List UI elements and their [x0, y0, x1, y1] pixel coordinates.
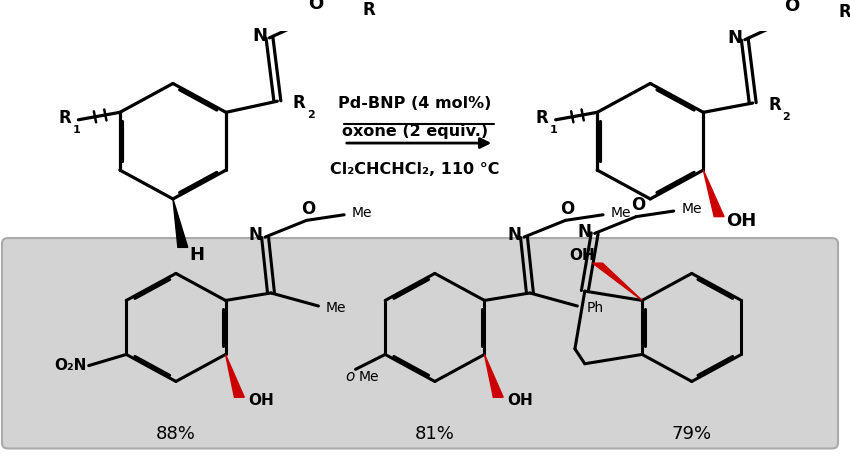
- Text: Me: Me: [326, 301, 347, 315]
- Text: R: R: [768, 96, 781, 114]
- Text: Cl₂CHCHCl₂, 110 °C: Cl₂CHCHCl₂, 110 °C: [331, 162, 500, 177]
- Text: Me: Me: [352, 206, 372, 220]
- Text: 2: 2: [307, 111, 314, 121]
- Text: N: N: [578, 222, 592, 241]
- Text: 1: 1: [72, 126, 80, 136]
- Text: Me: Me: [359, 370, 380, 384]
- Text: Me: Me: [682, 202, 702, 216]
- Text: N: N: [728, 29, 742, 47]
- Text: Me: Me: [610, 206, 631, 220]
- Text: O₂N: O₂N: [54, 358, 87, 373]
- Text: Pd-BNP (4 mol%): Pd-BNP (4 mol%): [338, 96, 492, 111]
- Text: OH: OH: [726, 212, 756, 230]
- Text: N: N: [248, 226, 262, 244]
- Text: R: R: [838, 3, 850, 21]
- Text: R: R: [536, 109, 548, 127]
- Text: O: O: [784, 0, 799, 15]
- Polygon shape: [225, 354, 244, 397]
- Text: R: R: [363, 1, 376, 19]
- Text: oxone (2 equiv.): oxone (2 equiv.): [342, 124, 488, 139]
- Text: R: R: [292, 94, 305, 112]
- Text: 88%: 88%: [156, 425, 196, 443]
- Text: O: O: [309, 0, 324, 13]
- Text: H: H: [190, 246, 204, 264]
- Polygon shape: [592, 263, 642, 300]
- Text: 2: 2: [782, 112, 790, 122]
- Text: O: O: [631, 197, 645, 214]
- FancyBboxPatch shape: [2, 238, 838, 449]
- Text: OH: OH: [507, 394, 533, 409]
- Text: OH: OH: [248, 394, 274, 409]
- Text: N: N: [507, 226, 521, 244]
- Text: O: O: [560, 200, 575, 218]
- Text: o: o: [345, 369, 354, 384]
- Polygon shape: [703, 170, 724, 217]
- Polygon shape: [173, 199, 188, 248]
- Polygon shape: [484, 354, 503, 397]
- Text: 79%: 79%: [672, 425, 711, 443]
- Text: O: O: [302, 200, 315, 218]
- Text: OH: OH: [569, 248, 595, 263]
- Text: R: R: [58, 109, 71, 127]
- Text: 1: 1: [550, 126, 558, 136]
- Text: N: N: [252, 27, 267, 45]
- Text: 81%: 81%: [415, 425, 455, 443]
- Text: Ph: Ph: [586, 301, 604, 315]
